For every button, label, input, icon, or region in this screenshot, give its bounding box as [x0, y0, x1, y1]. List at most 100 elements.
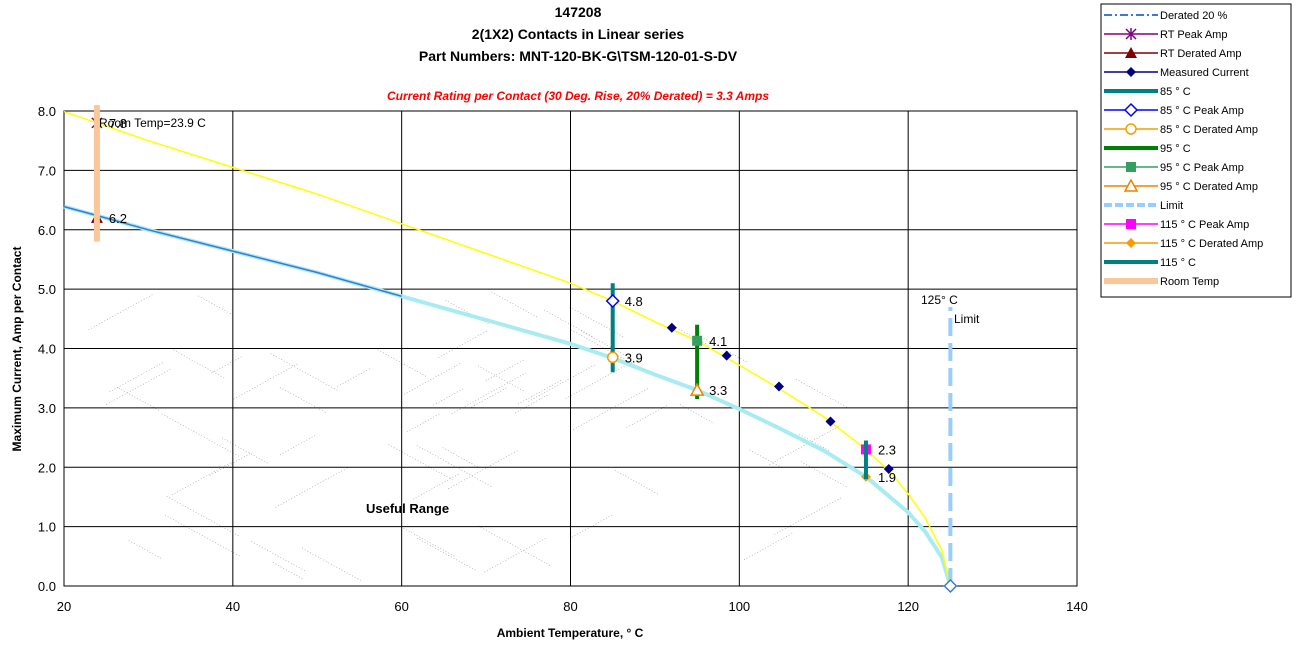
hatch-line: [679, 404, 715, 424]
legend-marker: [1126, 238, 1136, 248]
hatch-line: [416, 537, 477, 571]
hatch-line: [164, 514, 241, 557]
hatch-line: [569, 306, 625, 338]
hatch-line: [572, 387, 649, 430]
hatch-line: [491, 291, 538, 318]
legend-label: 95 ° C: [1160, 143, 1191, 155]
legend-entry-derated-20: Derated 20 %: [1104, 10, 1227, 22]
hatch-line: [517, 379, 563, 405]
y-tick-label: 1.0: [38, 520, 56, 535]
legend-entry-115-c: 115 ° C: [1104, 257, 1196, 269]
y-tick-label: 4.0: [38, 342, 56, 357]
curves: [63, 110, 953, 587]
hatch-line: [670, 324, 710, 346]
legend-label: 115 ° C: [1160, 257, 1196, 269]
series-95-c-derated-amp-point: [689, 382, 705, 396]
derated-curve: [63, 204, 953, 587]
x-tick-label: 40: [226, 599, 240, 614]
chart-title-line-3: Part Numbers: MNT-120-BK-G\TSM-120-01-S-…: [419, 48, 738, 64]
hatch-line: [279, 387, 327, 413]
hatch-line: [275, 466, 349, 508]
data-label-115-c-derated-amp: 1.9: [878, 470, 896, 485]
legend-entry-rt-derated-amp: RT Derated Amp: [1104, 47, 1242, 60]
legend-label: 85 ° C Peak Amp: [1160, 105, 1244, 117]
legend-marker-shape: [1126, 238, 1136, 248]
hatch-line: [799, 433, 832, 452]
legend-label: 85 ° C Derated Amp: [1160, 124, 1258, 136]
hatch-line: [388, 444, 453, 480]
series-measured-current-point-shape: [666, 322, 677, 333]
hatch-line: [171, 462, 232, 496]
hatch-line: [580, 330, 639, 363]
hatch-line: [209, 452, 252, 476]
legend-marker: [1125, 123, 1137, 135]
legend-marker: [1125, 28, 1137, 40]
chart-subtitle: Current Rating per Contact (30 Deg. Rise…: [387, 89, 769, 103]
legend-marker-shape: [1126, 162, 1136, 172]
legend-entry-85-c-derated-amp: 85 ° C Derated Amp: [1104, 123, 1258, 136]
hatch-line: [109, 362, 163, 393]
hatch-line: [528, 363, 597, 402]
plot-area-border: [63, 110, 1078, 587]
y-axis-title: Maximum Current, Amp per Contact: [10, 247, 24, 452]
series-85-c-peak-amp-point-shape: [605, 293, 620, 309]
legend-marker-shape: [1126, 219, 1136, 229]
hatch-line: [251, 541, 306, 572]
hatch-line: [128, 540, 163, 560]
y-tick-label: 3.0: [38, 401, 56, 416]
x-tick-label: 120: [897, 599, 919, 614]
room-temp-annotation: Room Temp=23.9 C: [99, 116, 206, 130]
legend-label: 95 ° C Derated Amp: [1160, 181, 1258, 193]
hatch-line: [570, 329, 635, 366]
hatch-line: [221, 437, 268, 464]
hatch-line: [416, 445, 492, 487]
data-label-85-c-derated-amp: 3.9: [625, 350, 643, 365]
hatch-line: [544, 309, 595, 338]
hatch-line: [118, 387, 161, 412]
legend-marker: [1125, 47, 1137, 58]
legend-label: Room Temp: [1160, 276, 1219, 288]
data-label-rt-peak-amp: 7.8: [109, 116, 127, 131]
series-measured-current-point-shape: [721, 350, 732, 361]
legend-entry-room-temp: Room Temp: [1104, 276, 1219, 288]
x-tick-label: 20: [57, 599, 71, 614]
data-labels: 7.8 6.2 4.8 3.9 4.1 3.3 2.3 1.9: [109, 116, 896, 485]
legend-entry-rt-peak-amp: RT Peak Amp: [1104, 28, 1227, 41]
limit-annotation-line-2: Limit: [954, 312, 980, 326]
legend-label: 115 ° C Peak Amp: [1160, 219, 1249, 231]
hatch-line: [438, 329, 489, 358]
hatch-line: [403, 362, 462, 395]
legend-marker: [1123, 178, 1139, 192]
hatch-line: [442, 447, 479, 468]
data-label-85-c-peak-amp: 4.8: [625, 294, 643, 309]
hatch-line: [377, 349, 428, 378]
x-tick-label: 80: [563, 599, 577, 614]
legend-marker-shape: [1125, 47, 1137, 58]
x-tick-label: 60: [394, 599, 408, 614]
series-measured-current-point-shape: [883, 464, 894, 475]
hatch-line: [270, 353, 338, 391]
hatch-line: [749, 449, 784, 469]
legend-entry-measured-current: Measured Current: [1104, 67, 1249, 79]
chart-title-line-1: 147208: [555, 4, 602, 20]
hatch-line: [279, 434, 317, 456]
limit-endpoint-point-shape: [943, 578, 958, 594]
limit-annotation-line-1: 125° C: [921, 293, 958, 307]
axis-ticks: 0.0 1.0 2.0 3.0 4.0 5.0 6.0 7.0 8.0 20 40 60 80 100 12…: [38, 104, 1088, 614]
legend-marker: [1126, 67, 1136, 77]
useful-range-label: Useful Range: [366, 501, 449, 516]
legend-marker: [1123, 102, 1139, 118]
hatch-line: [301, 547, 363, 582]
hatch-line: [626, 404, 669, 428]
legend-label: 95 ° C Peak Amp: [1160, 162, 1244, 174]
legend-entry-115-c-peak-amp: 115 ° C Peak Amp: [1104, 219, 1249, 231]
legend-label: Measured Current: [1160, 67, 1249, 79]
data-label-rt-derated-amp: 6.2: [109, 211, 127, 226]
legend-entry-115-c-derated-amp: 115 ° C Derated Amp: [1104, 238, 1263, 250]
hatch-line: [161, 413, 240, 457]
y-tick-label: 5.0: [38, 282, 56, 297]
derated-20-line: [63, 205, 402, 298]
hatch-line: [484, 537, 547, 573]
legend-marker: [1126, 219, 1136, 229]
series-measured-current-point: [825, 416, 836, 427]
